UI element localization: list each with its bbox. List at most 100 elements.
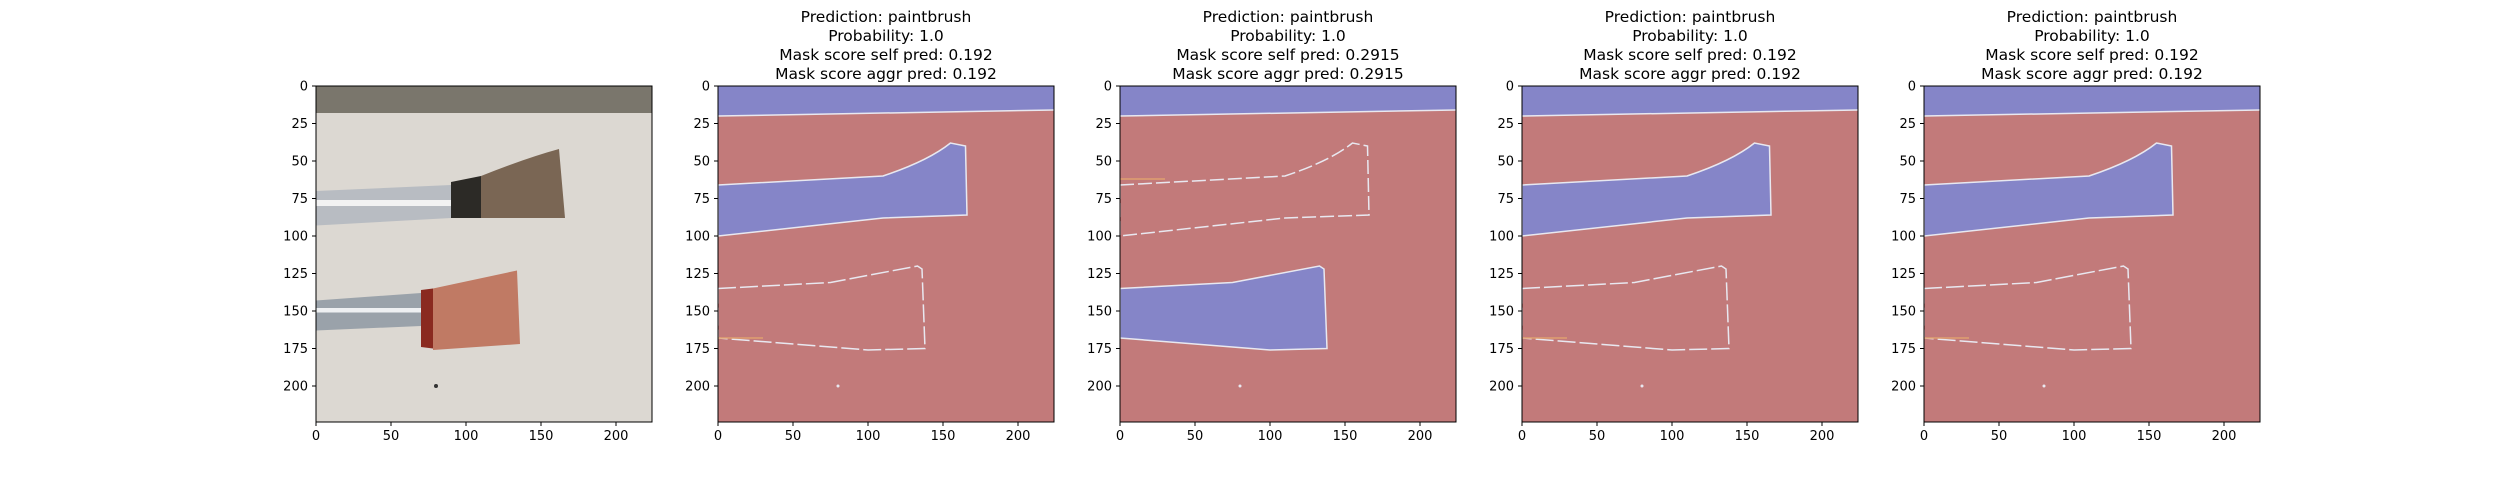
mask-upper-brush-region [718, 142, 968, 237]
title-line: Mask score self pred: 0.192 [779, 46, 993, 64]
title-line: Probability: 1.0 [828, 27, 944, 45]
y-tick-label: 100 [685, 230, 710, 245]
y-tick-label: 200 [1087, 380, 1112, 395]
y-tick-label: 125 [1087, 267, 1112, 282]
y-tick-label: 0 [1908, 80, 1916, 95]
y-tick-label: 25 [693, 117, 710, 132]
mask-image [1120, 86, 1456, 422]
title-line: Probability: 1.0 [1632, 27, 1748, 45]
mask-lower-brush-region [1120, 265, 1328, 351]
mask-top-edge [1522, 109, 1858, 117]
mask-background [718, 86, 1054, 422]
y-tick-label: 75 [693, 192, 710, 207]
x-tick-label: 150 [1735, 429, 1760, 444]
mask-speck [1238, 384, 1242, 388]
title-line: Prediction: paintbrush [2007, 8, 2178, 26]
y-tick-label: 50 [291, 155, 308, 170]
mask-lower-brush-region [718, 265, 926, 351]
y-tick-label: 175 [283, 342, 308, 357]
x-tick-label: 100 [454, 429, 479, 444]
y-tick-label: 150 [685, 305, 710, 320]
y-tick-label: 150 [1891, 305, 1916, 320]
title-line: Mask score aggr pred: 0.192 [1981, 65, 2203, 83]
y-tick-label: 50 [1497, 155, 1514, 170]
y-tick-label: 0 [1104, 80, 1112, 95]
mask-image [1924, 86, 2260, 422]
upper-brush-bristles [481, 149, 565, 218]
y-tick-label: 125 [1891, 267, 1916, 282]
y-tick-label: 75 [291, 192, 308, 207]
mask-top-edge [718, 109, 1054, 117]
y-tick-label: 200 [1891, 380, 1916, 395]
y-tick-label: 50 [1095, 155, 1112, 170]
mask-background [1120, 86, 1456, 422]
axes-frame [315, 85, 653, 423]
mask-top-band [718, 86, 1054, 116]
lower-brush-bristles [433, 270, 520, 350]
mask-upper-brush-region [1924, 142, 2174, 237]
mask-speck [2042, 384, 2046, 388]
mask-background [1522, 86, 1858, 422]
y-tick-label: 100 [1891, 230, 1916, 245]
y-tick-label: 175 [1891, 342, 1916, 357]
lower-brush-band [421, 288, 433, 349]
mask-lower-brush-region [1924, 265, 2132, 351]
y-tick-label: 200 [685, 380, 710, 395]
x-tick-label: 100 [1258, 429, 1283, 444]
photo-background [316, 86, 652, 422]
y-tick-label: 125 [685, 267, 710, 282]
y-tick-label: 0 [300, 80, 308, 95]
x-tick-label: 50 [785, 429, 802, 444]
x-tick-label: 150 [931, 429, 956, 444]
mask-lower-brush-region [1522, 265, 1730, 351]
title-line: Mask score aggr pred: 0.2915 [1172, 65, 1404, 83]
axes-frame [1119, 85, 1457, 423]
mask-top-edge [1924, 109, 2260, 117]
y-tick-label: 150 [1489, 305, 1514, 320]
x-tick-label: 200 [2212, 429, 2237, 444]
x-tick-label: 150 [1333, 429, 1358, 444]
y-tick-label: 75 [1497, 192, 1514, 207]
y-tick-label: 25 [291, 117, 308, 132]
y-tick-label: 0 [702, 80, 710, 95]
y-tick-label: 175 [1489, 342, 1514, 357]
title-line: Prediction: paintbrush [1203, 8, 1374, 26]
x-tick-label: 50 [383, 429, 400, 444]
lower-brush-highlight [316, 308, 421, 313]
mask-top-edge [1120, 109, 1456, 117]
title-line: Mask score aggr pred: 0.192 [775, 65, 997, 83]
title-line: Mask score self pred: 0.192 [1985, 46, 2199, 64]
mask-image [718, 86, 1054, 422]
axes-frame [717, 85, 1055, 423]
axes-frame [1521, 85, 1859, 423]
y-tick-label: 200 [283, 380, 308, 395]
photo [316, 86, 652, 422]
title-line: Mask score aggr pred: 0.192 [1579, 65, 1801, 83]
speck [434, 384, 438, 388]
title-line: Mask score self pred: 0.192 [1583, 46, 1797, 64]
x-tick-label: 150 [2137, 429, 2162, 444]
panel-mask-4: 0 50 100 150 200 0 25 50 75 100 125 150 175 200 Predic… [1891, 8, 2261, 444]
x-tick-label: 200 [604, 429, 629, 444]
y-tick-label: 25 [1095, 117, 1112, 132]
y-tick-label: 50 [1899, 155, 1916, 170]
mask-speck [836, 384, 840, 388]
title-line: Probability: 1.0 [2034, 27, 2150, 45]
panel-mask-3: 0 50 100 150 200 0 25 50 75 100 125 150 175 200 Predic… [1489, 8, 1859, 444]
y-tick-label: 200 [1489, 380, 1514, 395]
y-tick-label: 100 [1489, 230, 1514, 245]
mask-upper-brush-region [1522, 142, 1772, 237]
panel-mask-2: 0 50 100 150 200 0 25 50 75 100 125 150 175 200 Predic… [1087, 8, 1457, 444]
y-tick-label: 175 [685, 342, 710, 357]
x-tick-label: 0 [1920, 429, 1928, 444]
x-tick-label: 100 [2062, 429, 2087, 444]
upper-brush-highlight [316, 200, 451, 206]
y-tick-label: 125 [283, 267, 308, 282]
x-tick-label: 50 [1589, 429, 1606, 444]
title-line: Mask score self pred: 0.2915 [1176, 46, 1399, 64]
x-tick-label: 100 [856, 429, 881, 444]
x-tick-label: 200 [1006, 429, 1031, 444]
axes-frame [1923, 85, 2261, 423]
title-line: Prediction: paintbrush [1605, 8, 1776, 26]
